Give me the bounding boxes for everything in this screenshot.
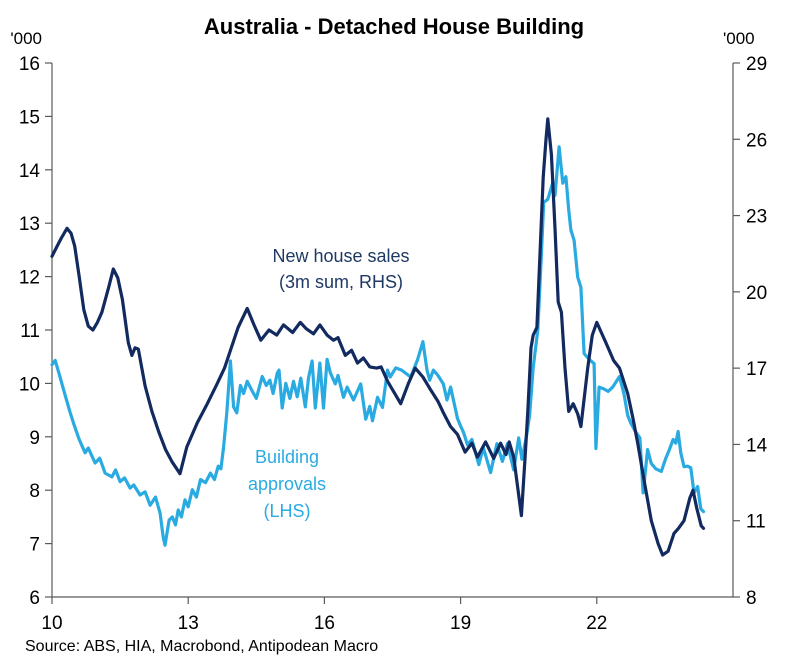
series-line-new-house-sales	[50, 117, 706, 557]
left-axis-tick-label: 10	[19, 374, 40, 395]
series-label-line: (3m sum, RHS)	[278, 272, 404, 292]
right-axis-unit-label: '000	[723, 29, 755, 48]
right-axis-tick-label: 11	[746, 512, 766, 533]
right-axis-tick-label: 17	[746, 359, 767, 380]
right-axis-tick-label: 20	[746, 283, 767, 304]
right-axis-tick-label: 29	[746, 54, 767, 75]
left-axis-tick-label: 14	[19, 161, 41, 182]
right-axis-tick-label: 14	[746, 435, 768, 456]
right-axis-tick-label: 26	[746, 130, 767, 151]
left-axis-tick-label: 8	[29, 481, 40, 502]
x-axis-tick-label: 22	[586, 613, 607, 634]
left-axis-tick-label: 12	[19, 268, 40, 289]
chart-title: Australia - Detached House Building	[203, 14, 585, 39]
left-axis-tick-label: 9	[29, 428, 40, 449]
series-label-line: New house sales	[272, 246, 410, 266]
left-axis-tick-label: 11	[20, 321, 40, 342]
left-axis-tick-label: 6	[29, 588, 40, 609]
series-label-building-approvals: Building approvals (LHS)	[248, 444, 326, 525]
series-label-new-house-sales: New house sales (3m sum, RHS)	[272, 243, 409, 295]
series-label-line: (LHS)	[263, 501, 311, 521]
left-axis-unit-label: '000	[10, 29, 42, 48]
x-axis-tick-label: 13	[178, 613, 199, 634]
left-axis-tick-label: 7	[29, 535, 40, 556]
right-axis-tick-label: 8	[746, 588, 757, 609]
left-axis-tick-label: 15	[19, 107, 40, 128]
series-label-line: approvals	[247, 474, 327, 494]
series-label-line: Building	[254, 447, 320, 467]
left-axis-tick-label: 16	[19, 54, 40, 75]
left-axis-tick-label: 13	[19, 214, 40, 235]
source-note: Source: ABS, HIA, Macrobond, Antipodean …	[25, 638, 379, 655]
x-axis-tick-label: 16	[314, 613, 335, 634]
x-axis-tick-label: 10	[41, 613, 62, 634]
series-line-building-approvals	[50, 145, 706, 547]
right-axis-tick-label: 23	[746, 207, 767, 228]
x-axis-tick-label: 19	[450, 613, 471, 634]
